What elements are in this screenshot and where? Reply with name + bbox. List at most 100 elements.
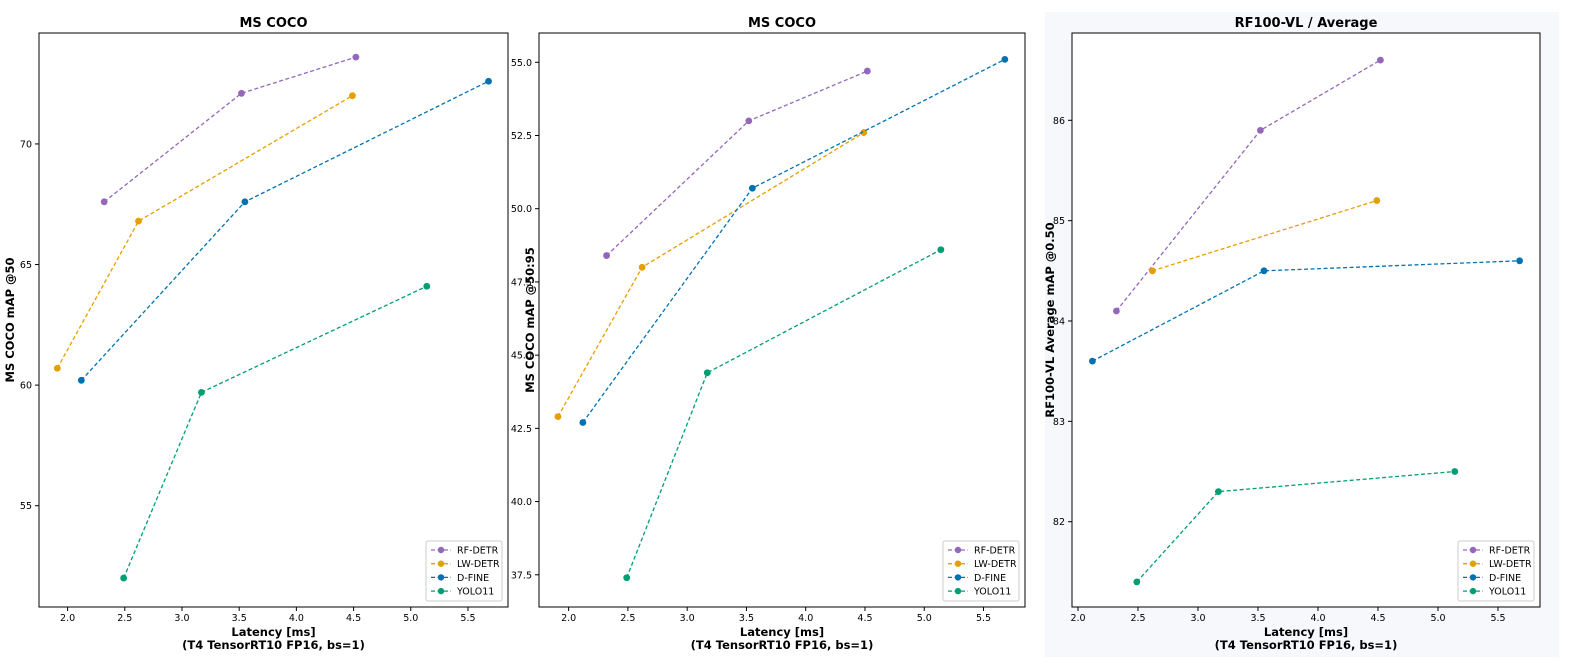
data-point bbox=[1377, 56, 1384, 64]
x-tick-label: 5.0 bbox=[917, 613, 932, 624]
series-line bbox=[1136, 470, 1455, 583]
data-point bbox=[120, 574, 128, 582]
y-tick-label: 82 bbox=[1053, 517, 1065, 528]
legend-swatch-marker bbox=[437, 546, 445, 554]
data-point bbox=[1113, 307, 1120, 315]
data-point bbox=[238, 89, 245, 97]
x-tick-label: 3.0 bbox=[174, 613, 189, 624]
data-point bbox=[623, 574, 631, 582]
series-d-fine bbox=[77, 77, 492, 384]
legend-label: YOLO11 bbox=[1488, 587, 1526, 598]
legend: RF-DETR LW-DETR D-FINE YOLO11 bbox=[942, 540, 1020, 602]
chart-ms-coco-map50-95: MS COCO 2.0 2.5 3.0 3.5 4.0 4.5 5.0 5.5 37.5 40.0 4… bbox=[511, 16, 1026, 652]
x-tick-label: 4.0 bbox=[798, 613, 813, 624]
y-tick-label: 37.5 bbox=[511, 570, 532, 581]
x-tick-label: 2.5 bbox=[620, 613, 635, 624]
legend-label: D-FINE bbox=[974, 573, 1006, 584]
y-tick-label: 83 bbox=[1053, 417, 1065, 428]
x-tick-label: 3.5 bbox=[1250, 613, 1265, 624]
data-point bbox=[241, 198, 249, 206]
x-tick-label: 2.0 bbox=[60, 613, 75, 624]
y-tick-label: 52.5 bbox=[511, 131, 532, 142]
x-tick-label: 4.0 bbox=[1310, 613, 1325, 624]
data-point bbox=[1451, 468, 1459, 475]
data-point bbox=[77, 376, 85, 384]
legend-label: LW-DETR bbox=[1489, 559, 1532, 570]
legend-label: RF-DETR bbox=[1489, 546, 1531, 557]
data-point bbox=[53, 364, 61, 372]
series-lw-detr bbox=[554, 129, 868, 421]
series-d-fine bbox=[1089, 257, 1523, 365]
data-point bbox=[579, 419, 587, 426]
series-yolo11 bbox=[1133, 468, 1459, 586]
legend-label: YOLO11 bbox=[973, 587, 1011, 598]
x-axis-sublabel: (T4 TensorRT10 FP16, bs=1) bbox=[182, 638, 365, 652]
data-point bbox=[1516, 257, 1523, 265]
x-tick-label: 4.5 bbox=[346, 613, 361, 624]
chart-ms-coco-map50: MS COCO 2.0 2.5 3.0 3.5 4.0 4.5 5.0 5.5 55 60 65 70 L… bbox=[3, 16, 509, 652]
y-tick-label: 70 bbox=[20, 139, 32, 150]
x-axis-label: Latency [ms] bbox=[231, 625, 315, 639]
x-axis-sublabel: (T4 TensorRT10 FP16, bs=1) bbox=[691, 638, 874, 652]
data-point bbox=[1089, 357, 1096, 365]
data-point bbox=[100, 198, 108, 206]
data-point bbox=[1260, 267, 1268, 275]
series-line bbox=[123, 285, 428, 579]
series-line bbox=[626, 249, 942, 578]
data-point bbox=[703, 369, 711, 377]
data-point bbox=[1215, 488, 1222, 495]
data-point bbox=[554, 413, 562, 421]
x-tick-label: 4.5 bbox=[857, 613, 872, 624]
data-point bbox=[1373, 197, 1381, 204]
y-tick-label: 42.5 bbox=[511, 424, 532, 435]
data-point bbox=[485, 77, 492, 85]
legend-swatch-marker bbox=[954, 560, 962, 567]
legend-swatch-marker bbox=[954, 546, 962, 554]
series-yolo11 bbox=[623, 246, 945, 582]
y-axis-label: MS COCO mAP @50:95 bbox=[523, 247, 537, 393]
legend-label: RF-DETR bbox=[974, 546, 1016, 557]
plot-frame bbox=[538, 32, 1026, 608]
legend: RF-DETR LW-DETR D-FINE YOLO11 bbox=[1457, 540, 1535, 602]
x-tick-label: 5.0 bbox=[403, 613, 418, 624]
x-tick-label: 5.0 bbox=[1430, 613, 1445, 624]
data-point bbox=[1001, 55, 1009, 63]
x-tick-label: 4.0 bbox=[289, 613, 304, 624]
y-tick-label: 50.0 bbox=[511, 204, 532, 215]
series-lw-detr bbox=[53, 92, 356, 372]
data-point bbox=[748, 184, 756, 192]
data-point bbox=[349, 92, 356, 100]
legend-box bbox=[942, 540, 1020, 602]
legend-box bbox=[425, 540, 503, 602]
legend-box bbox=[1457, 540, 1535, 602]
y-tick-label: 84 bbox=[1053, 317, 1065, 328]
legend-swatch-marker bbox=[1469, 560, 1477, 567]
series-line bbox=[1152, 199, 1377, 272]
legend-label: YOLO11 bbox=[456, 587, 494, 598]
legend-swatch-marker bbox=[1469, 546, 1477, 554]
data-point bbox=[745, 117, 753, 125]
y-tick-label: 85 bbox=[1053, 216, 1065, 227]
legend-label: LW-DETR bbox=[974, 559, 1017, 570]
plot-frame bbox=[38, 32, 509, 608]
data-point bbox=[1133, 578, 1141, 586]
legend-label: D-FINE bbox=[1489, 573, 1521, 584]
x-axis-label: Latency [ms] bbox=[1264, 625, 1348, 639]
y-tick-label: 47.5 bbox=[511, 277, 532, 288]
data-point bbox=[198, 388, 205, 396]
data-point bbox=[603, 252, 610, 259]
legend-label: RF-DETR bbox=[457, 546, 499, 557]
chart-title: MS COCO bbox=[748, 16, 816, 31]
legend-swatch-marker bbox=[954, 574, 962, 581]
y-tick-label: 60 bbox=[20, 381, 32, 392]
legend-swatch-marker bbox=[954, 587, 962, 595]
x-tick-label: 2.5 bbox=[1130, 613, 1145, 624]
x-tick-label: 5.5 bbox=[460, 613, 475, 624]
chart-title: RF100-VL / Average bbox=[1235, 16, 1378, 31]
y-tick-label: 55 bbox=[20, 501, 32, 512]
y-tick-label: 86 bbox=[1053, 116, 1065, 127]
chart-title: MS COCO bbox=[239, 16, 307, 31]
data-point bbox=[352, 53, 360, 61]
y-tick-label: 45.0 bbox=[511, 351, 532, 362]
data-point bbox=[423, 282, 431, 290]
